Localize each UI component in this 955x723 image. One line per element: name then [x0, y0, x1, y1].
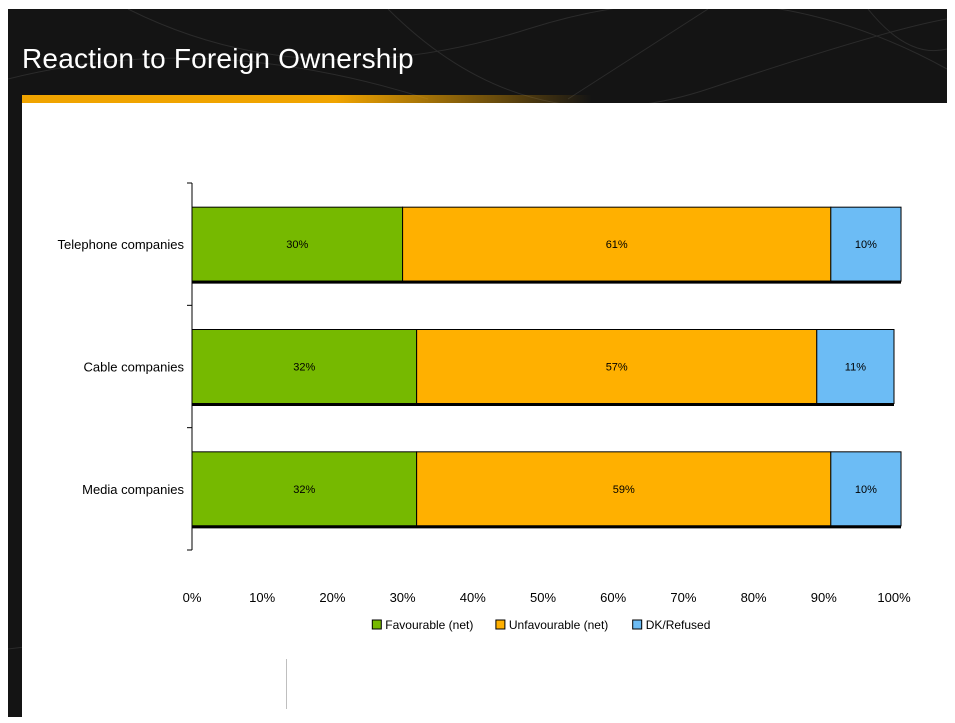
data-label: 32% [293, 484, 315, 496]
data-label: 59% [613, 484, 635, 496]
panel-divider [286, 659, 287, 709]
category-label: Cable companies [84, 360, 185, 375]
data-label: 10% [855, 239, 877, 251]
bar-segment [830, 451, 902, 527]
x-tick-label: 0% [183, 590, 202, 605]
slide: Reaction to Foreign Ownership 30% 61% 10% T… [8, 9, 947, 717]
legend-label: Unfavourable (net) [509, 618, 608, 632]
x-tick-label: 50% [530, 590, 556, 605]
x-tick-label: 10% [249, 590, 275, 605]
x-tick-label: 60% [600, 590, 626, 605]
bar-segment [830, 206, 902, 282]
bar-segment [816, 329, 895, 404]
x-tick-label: 70% [670, 590, 696, 605]
stacked-bar-chart: 30% 61% 10% Telephone companies 32% 57% 11% Cab… [58, 182, 911, 632]
bar-segment [191, 451, 418, 527]
category-label: Media companies [82, 482, 184, 497]
legend-swatch [371, 619, 382, 630]
data-label: 10% [855, 484, 877, 496]
x-tick-label: 100% [877, 590, 911, 605]
x-tick-label: 90% [811, 590, 837, 605]
legend-label: DK/Refused [646, 618, 711, 632]
x-tick-label: 30% [390, 590, 416, 605]
x-tick-label: 80% [741, 590, 767, 605]
slide-title: Reaction to Foreign Ownership [22, 43, 414, 74]
data-label: 57% [606, 362, 628, 374]
chart-panel: 30% 61% 10% Telephone companies 32% 57% 11% Cab… [22, 103, 947, 717]
title-accent-bar [22, 95, 592, 103]
data-label: 32% [293, 362, 315, 374]
x-tick-label: 20% [319, 590, 345, 605]
bar-segment [416, 451, 832, 527]
data-label: 30% [286, 239, 308, 251]
data-label: 11% [845, 362, 866, 374]
data-label: 61% [606, 239, 628, 251]
bar-segment [402, 206, 832, 282]
legend-swatch [632, 619, 643, 630]
legend-label: Favourable (net) [385, 618, 473, 632]
category-label: Telephone companies [58, 237, 185, 252]
x-tick-label: 40% [460, 590, 486, 605]
legend-swatch [495, 619, 506, 630]
